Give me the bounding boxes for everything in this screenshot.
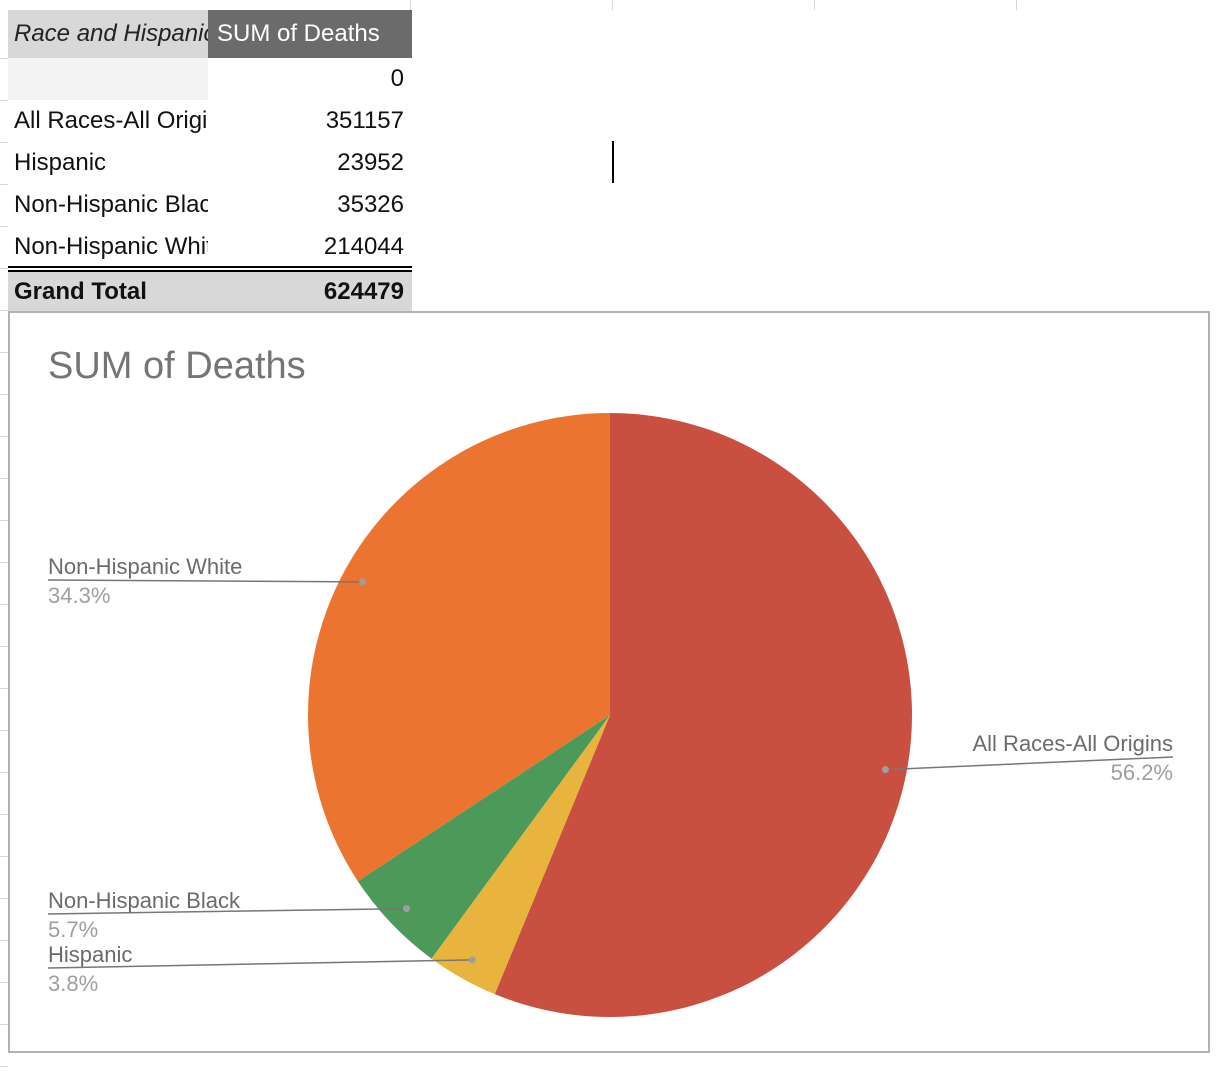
leader-line	[47, 579, 363, 583]
pivot-row-label: All Races-All Origins	[14, 107, 208, 134]
pivot-row[interactable]: Non-Hispanic White 214044	[8, 226, 412, 268]
chart-title: SUM of Deaths	[48, 345, 306, 387]
slice-percent-label: 56.2%	[1111, 760, 1173, 785]
slice-percent-label: 5.7%	[48, 917, 98, 942]
slice-percent-label: 34.3%	[48, 583, 110, 608]
pivot-row-value: 35326	[337, 191, 404, 218]
text-cursor	[612, 141, 614, 183]
slice-label: Non-Hispanic Black	[48, 888, 241, 913]
pivot-row[interactable]: Hispanic 23952	[8, 142, 412, 184]
pivot-row[interactable]: All Races-All Origins 351157	[8, 100, 412, 142]
pivot-row-value: 214044	[323, 233, 404, 260]
leader-line	[885, 756, 1174, 771]
pivot-header-value-cell[interactable]: SUM of Deaths	[208, 10, 412, 58]
pie-slice[interactable]	[431, 715, 610, 995]
slice-label: All Races-All Origins	[973, 731, 1174, 756]
leader-dot	[468, 956, 476, 964]
pivot-row-value: 0	[390, 65, 404, 92]
pie-slice[interactable]	[494, 413, 912, 1017]
pie-chart[interactable]: SUM of Deaths All Races-All Origins 56.2%…	[8, 311, 1210, 1053]
grand-total-row[interactable]: Grand Total 624479	[8, 272, 412, 312]
pivot-row[interactable]: Non-Hispanic Black 35326	[8, 184, 412, 226]
pivot-header-value: SUM of Deaths	[217, 20, 380, 47]
leader-line	[47, 907, 407, 915]
slice-label: Hispanic	[48, 942, 132, 967]
leader-line	[47, 959, 473, 969]
pivot-row-label	[14, 58, 208, 100]
pie-chart-plot: All Races-All Origins 56.2% Hispanic 3.8% No…	[47, 413, 1174, 1017]
pie-slice[interactable]	[357, 715, 610, 959]
slice-percent-label: 3.8%	[48, 971, 98, 996]
pivot-header-label: Race and Hispanic Origin	[14, 20, 208, 47]
grand-total-label: Grand Total	[14, 278, 147, 305]
pivot-blank-cell	[8, 58, 208, 100]
pivot-header-label-cell[interactable]: Race and Hispanic Origin	[8, 10, 208, 58]
total-divider	[8, 266, 412, 272]
pivot-row-value: 23952	[337, 149, 404, 176]
leader-dot	[359, 578, 367, 586]
grand-total-value: 624479	[323, 278, 404, 305]
slice-label: Non-Hispanic White	[48, 554, 242, 579]
pivot-row-label: Hispanic	[14, 149, 107, 176]
leader-dot	[403, 905, 411, 913]
pivot-row-value: 351157	[325, 107, 404, 134]
pie-slice[interactable]	[308, 413, 610, 882]
pivot-row-label: Non-Hispanic Black	[14, 191, 208, 218]
pivot-row[interactable]: 0	[8, 58, 412, 100]
pivot-row-label: Non-Hispanic White	[14, 233, 208, 260]
leader-dot	[881, 766, 889, 774]
